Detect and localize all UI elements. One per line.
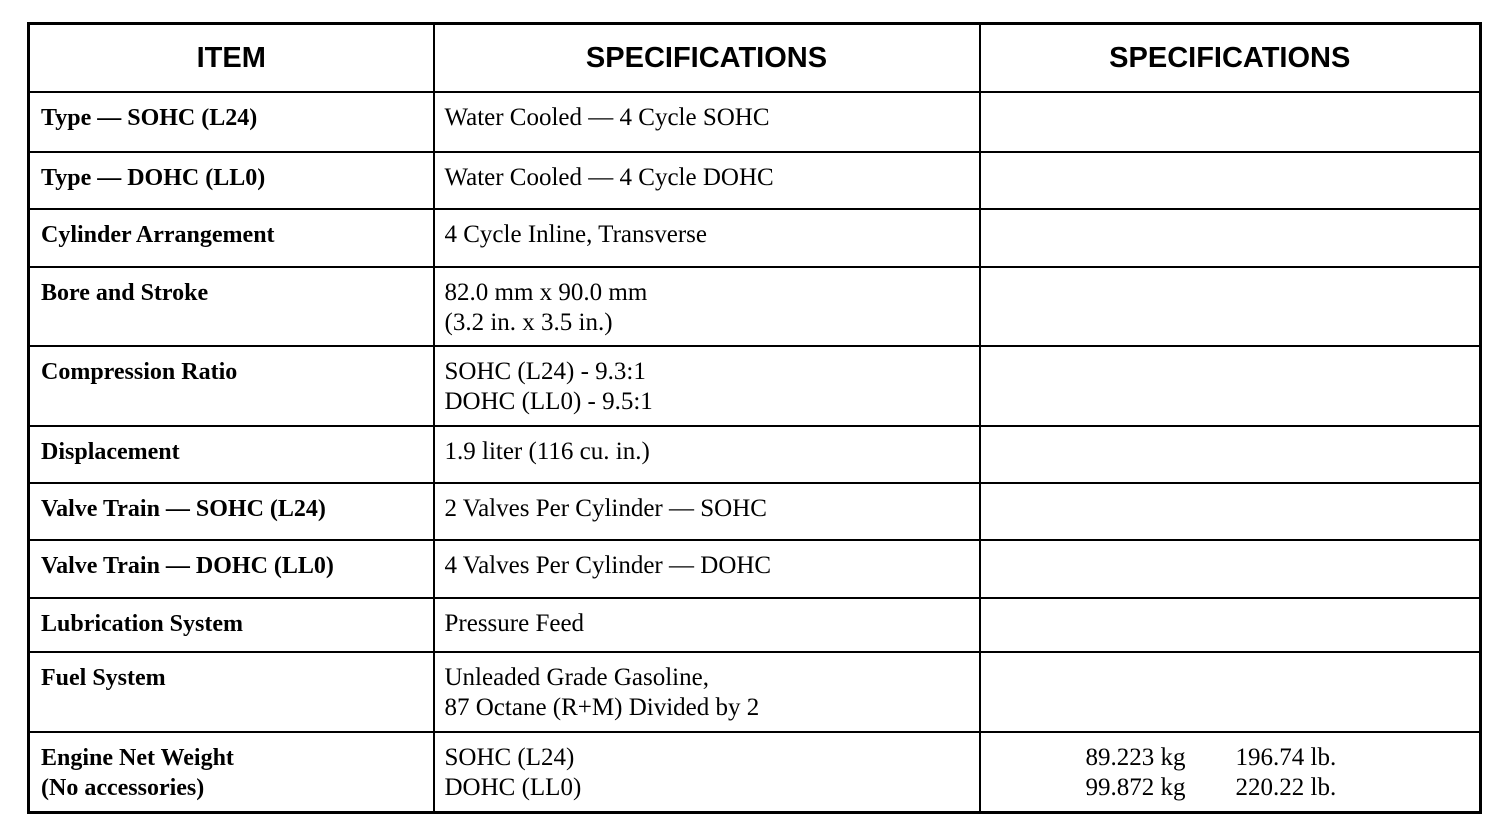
cell-line: Valve Train — DOHC (LL0) [41, 553, 334, 579]
specification-2-cell [978, 266, 1482, 347]
table-row: Engine Net Weight (No accessories) SOHC (L… [27, 731, 1482, 813]
specification-2-cell [978, 345, 1482, 427]
cell-line: 87 Octane (R+M) Divided by 2 [444, 694, 760, 721]
cell-line: 82.0 mm x 90.0 mm [444, 279, 648, 306]
specification-cell: 4 Valves Per Cylinder — DOHC [432, 539, 981, 599]
cell-line: Compression Ratio [41, 359, 238, 385]
item-cell: Bore and Stroke [27, 266, 435, 347]
cell-line: Engine Net Weight [41, 745, 234, 771]
item-cell: Type — SOHC (L24) [27, 91, 435, 153]
specification-2-cell [978, 539, 1482, 599]
cell-line: Water Cooled — 4 Cycle SOHC [444, 104, 770, 131]
cell-line: 4 Cycle Inline, Transverse [444, 221, 707, 248]
item-cell: Valve Train — DOHC (LL0) [27, 539, 435, 599]
weight-kg: 99.872 kg [1085, 774, 1186, 801]
specification-2-cell: 89.223 kg 196.74 lb. 99.872 kg 220.22 lb. [978, 731, 1482, 813]
specification-cell: 2 Valves Per Cylinder — SOHC [432, 482, 981, 541]
specification-cell: SOHC (L24) - 9.3:1 DOHC (LL0) - 9.5:1 [432, 345, 981, 427]
cell-line: SOHC (L24) [444, 744, 575, 771]
header-row: ITEM SPECIFICATIONS SPECIFICATIONS [27, 22, 1482, 93]
engine-specifications-table: ITEM SPECIFICATIONS SPECIFICATIONS Type … [27, 22, 1482, 814]
specification-cell: SOHC (L24) DOHC (LL0) [432, 731, 981, 813]
cell-line: 4 Valves Per Cylinder — DOHC [444, 552, 772, 579]
cell-line: Fuel System [41, 665, 166, 691]
item-cell: Valve Train — SOHC (L24) [27, 482, 435, 541]
table-row: Type — SOHC (L24) Water Cooled — 4 Cycle … [27, 91, 1482, 153]
item-cell: Engine Net Weight (No accessories) [27, 731, 435, 813]
cell-line: Type — SOHC (L24) [41, 105, 258, 131]
item-cell: Cylinder Arrangement [27, 208, 435, 268]
cell-line: 2 Valves Per Cylinder — SOHC [444, 495, 767, 522]
weight-kg: 89.223 kg [1085, 744, 1186, 771]
specification-cell: Water Cooled — 4 Cycle DOHC [432, 151, 981, 210]
specification-2-cell [978, 91, 1482, 153]
table-row: Lubrication System Pressure Feed [27, 597, 1482, 653]
item-cell: Compression Ratio [27, 345, 435, 427]
specification-2-cell [978, 208, 1482, 268]
specification-2-cell [978, 425, 1482, 484]
cell-line: Displacement [41, 439, 180, 465]
item-cell: Lubrication System [27, 597, 435, 653]
specification-cell: Unleaded Grade Gasoline, 87 Octane (R+M) … [432, 651, 981, 733]
weight-lb: 196.74 lb. [1235, 744, 1337, 771]
cell-line: 99.872 kg 220.22 lb. [1086, 773, 1480, 803]
table-row: Type — DOHC (LL0) Water Cooled — 4 Cycle … [27, 151, 1482, 210]
cell-line: Water Cooled — 4 Cycle DOHC [444, 164, 774, 191]
specification-2-cell [978, 651, 1482, 733]
item-cell: Displacement [27, 425, 435, 484]
header-item: ITEM [27, 22, 435, 93]
cell-line: Cylinder Arrangement [41, 222, 275, 248]
item-cell: Type — DOHC (LL0) [27, 151, 435, 210]
specification-cell: 4 Cycle Inline, Transverse [432, 208, 981, 268]
item-cell: Fuel System [27, 651, 435, 733]
specification-2-cell [978, 482, 1482, 541]
cell-line: 89.223 kg 196.74 lb. [1086, 743, 1480, 773]
cell-line: DOHC (LL0) [444, 774, 582, 801]
header-specifications-2: SPECIFICATIONS [978, 22, 1482, 93]
cell-line: DOHC (LL0) - 9.5:1 [444, 388, 653, 415]
cell-line: 1.9 liter (116 cu. in.) [444, 438, 650, 465]
specification-2-cell [978, 151, 1482, 210]
cell-line: Bore and Stroke [41, 280, 209, 306]
cell-line: Valve Train — SOHC (L24) [41, 496, 326, 522]
cell-line: Pressure Feed [444, 610, 585, 637]
table-row: Valve Train — SOHC (L24) 2 Valves Per Cyl… [27, 482, 1482, 541]
weight-lb: 220.22 lb. [1235, 774, 1337, 801]
specification-cell: 1.9 liter (116 cu. in.) [432, 425, 981, 484]
specification-cell: 82.0 mm x 90.0 mm (3.2 in. x 3.5 in.) [432, 266, 981, 347]
table-row: Fuel System Unleaded Grade Gasoline, 87 Oc… [27, 651, 1482, 733]
table-row: Compression Ratio SOHC (L24) - 9.3:1 DOHC … [27, 345, 1482, 427]
specification-cell: Pressure Feed [432, 597, 981, 653]
cell-line: Unleaded Grade Gasoline, [444, 664, 709, 691]
cell-line: Lubrication System [41, 611, 244, 637]
table-row: Displacement 1.9 liter (116 cu. in.) [27, 425, 1482, 484]
specification-cell: Water Cooled — 4 Cycle SOHC [432, 91, 981, 153]
table-row: Cylinder Arrangement 4 Cycle Inline, Tran… [27, 208, 1482, 268]
cell-line: (3.2 in. x 3.5 in.) [444, 309, 613, 336]
specification-2-cell [978, 597, 1482, 653]
table-row: Valve Train — DOHC (LL0) 4 Valves Per Cyl… [27, 539, 1482, 599]
cell-line: (No accessories) [41, 775, 205, 801]
header-specifications: SPECIFICATIONS [432, 22, 981, 93]
cell-line: SOHC (L24) - 9.3:1 [444, 358, 646, 385]
table-row: Bore and Stroke 82.0 mm x 90.0 mm (3.2 in.… [27, 266, 1482, 347]
cell-line: Type — DOHC (LL0) [41, 165, 266, 191]
